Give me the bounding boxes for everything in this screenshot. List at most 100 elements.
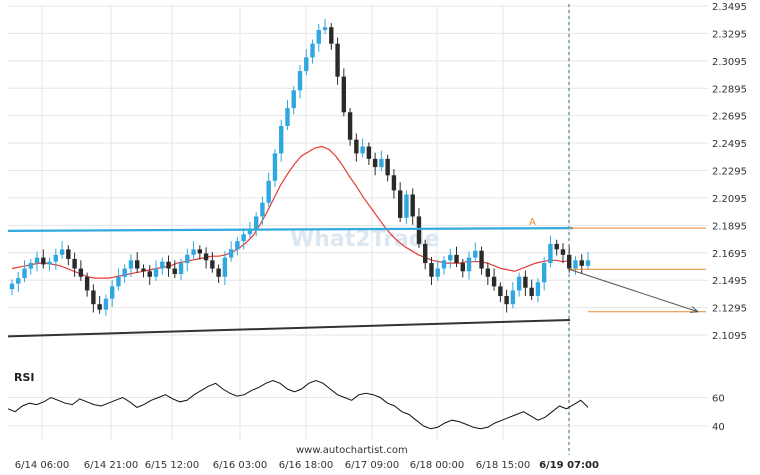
candle-body (91, 290, 96, 305)
candles (9, 19, 591, 316)
x-tick-label: 6/19 07:00 (539, 460, 599, 471)
y-tick-label: 2.3295 (712, 29, 747, 40)
rsi-tick-label: 40 (712, 422, 725, 433)
watermark: What2Trade (290, 227, 440, 252)
candle-body (160, 261, 165, 269)
candle-body (9, 283, 15, 290)
candle-body (360, 146, 365, 154)
candle-body (66, 249, 71, 259)
candle-body (516, 276, 522, 291)
candle-body (72, 258, 77, 269)
candle-body (441, 260, 447, 269)
candle-body (504, 295, 509, 305)
candle-body (541, 263, 547, 283)
rsi-panel: 60 40 (7, 379, 725, 433)
candle-body (272, 153, 278, 181)
candle-body (59, 249, 65, 255)
candle-body (354, 139, 359, 154)
candle-body (16, 278, 21, 284)
candle-body (28, 263, 33, 269)
y-tick-label: 2.2095 (712, 194, 747, 205)
candle-body (479, 250, 484, 269)
candle-body (103, 298, 109, 310)
x-tick-label: 6/15 12:00 (145, 460, 199, 471)
candle-body (410, 194, 415, 217)
y-tick-label: 2.2695 (712, 112, 747, 123)
candle-body (291, 90, 296, 109)
candle-body (404, 194, 409, 218)
candle-body (491, 276, 497, 287)
candle-body (241, 234, 246, 242)
x-axis-labels: 6/14 06:00 6/14 21:00 6/15 12:00 6/16 03:00… (15, 460, 599, 471)
candle-body (203, 253, 209, 261)
candle-body (454, 254, 459, 264)
y-tick-label: 2.2495 (712, 139, 747, 150)
x-tick-label: 6/18 15:00 (476, 460, 530, 471)
candle-body (178, 263, 184, 275)
y-tick-label: 2.2295 (712, 167, 747, 178)
x-tick-label: 6/16 03:00 (213, 460, 267, 471)
candle-body (122, 268, 127, 277)
candle-body (22, 268, 27, 279)
y-tick-label: 2.3495 (712, 2, 747, 13)
candle-body (266, 180, 271, 203)
candle-body (554, 243, 559, 250)
candle-body (228, 249, 234, 258)
candle-body (216, 268, 221, 277)
candle-body (579, 260, 584, 266)
forecast-arrow-head (689, 306, 700, 313)
y-tick-label: 2.2895 (712, 84, 747, 95)
candle-body (423, 243, 428, 264)
candle-body (235, 241, 240, 250)
y-tick-label: 2.1695 (712, 249, 747, 260)
candle-body (84, 276, 90, 291)
rsi-tick-label: 60 (712, 394, 725, 405)
pattern-point-label: A (529, 217, 536, 228)
candle-body (335, 43, 340, 77)
candle-body (260, 202, 265, 217)
candle-body (41, 257, 46, 265)
x-tick-label: 6/18 00:00 (410, 460, 464, 471)
x-tick-label: 6/16 18:00 (279, 460, 333, 471)
candle-body (429, 263, 434, 277)
candle-body (222, 257, 228, 277)
candle-body (285, 108, 290, 126)
candle-body (466, 257, 472, 272)
candle-body (347, 112, 353, 140)
candle-body (535, 282, 541, 296)
candle-body (397, 190, 403, 218)
y-tick-label: 2.1895 (712, 221, 747, 232)
candle-body (548, 243, 553, 264)
candle-body (304, 57, 309, 72)
candle-body (435, 268, 440, 277)
candle-body (329, 27, 334, 44)
candle-body (53, 254, 59, 262)
x-tick-label: 6/14 06:00 (15, 460, 69, 471)
x-tick-label: 6/17 09:00 (345, 460, 399, 471)
candle-body (473, 250, 478, 258)
candle-body (560, 249, 566, 255)
candle-body (316, 29, 321, 44)
candle-body (585, 260, 591, 266)
rsi-title: RSI (14, 371, 35, 384)
candle-body (341, 76, 347, 113)
candle-body (510, 290, 516, 305)
candle-body (297, 71, 303, 91)
candle-body (147, 271, 152, 277)
candle-body (191, 249, 196, 255)
candle-body (366, 146, 372, 159)
candle-body (460, 263, 465, 272)
resistance-line (7, 226, 574, 232)
y-axis-labels: 2.3495 2.3295 2.3095 2.2895 2.2695 2.2495 2.22… (712, 2, 747, 342)
candle-body (529, 287, 534, 296)
y-tick-label: 2.3095 (712, 57, 747, 68)
candle-body (210, 260, 215, 269)
candle-body (379, 158, 384, 168)
candle-body (166, 261, 171, 269)
candle-body (47, 261, 52, 265)
candle-body (372, 158, 378, 168)
candle-body (135, 260, 140, 269)
moving-average-path (11, 145, 571, 279)
y-tick-label: 2.1295 (712, 304, 747, 315)
